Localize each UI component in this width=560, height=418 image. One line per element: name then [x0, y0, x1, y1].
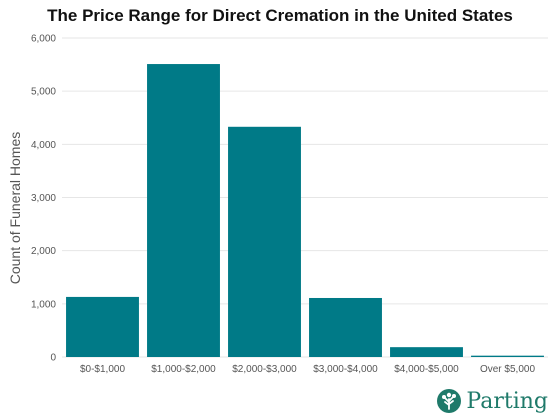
- x-tick-label: $2,000-$3,000: [232, 364, 297, 375]
- x-tick-labels: $0-$1,000 $1,000-$2,000 $2,000-$3,000 $3,00…: [80, 364, 535, 375]
- bar: [147, 64, 220, 357]
- x-tick-label: $3,000-$4,000: [313, 364, 378, 375]
- parting-logo: Parting: [436, 388, 548, 414]
- gridlines: [62, 37, 548, 358]
- bar: [228, 126, 301, 357]
- y-tick-label: 2,000: [31, 246, 56, 257]
- y-tick-label: 6,000: [31, 34, 56, 45]
- y-tick-label: 0: [50, 353, 56, 364]
- y-tick-label: 3,000: [31, 193, 56, 204]
- bar: [471, 355, 544, 357]
- y-axis-title: Count of Funeral Homes: [7, 132, 23, 285]
- tree-logo-icon: [437, 389, 462, 413]
- brand-name: Parting: [466, 388, 548, 414]
- chart-title: The Price Range for Direct Cremation in …: [47, 6, 513, 25]
- bar: [66, 296, 139, 357]
- x-tick-label: $1,000-$2,000: [151, 364, 216, 375]
- y-tick-labels: 0 1,000 2,000 3,000 4,000 5,000 6,000: [31, 34, 56, 364]
- bar: [309, 297, 382, 357]
- y-tick-label: 1,000: [31, 299, 56, 310]
- bar: [390, 347, 463, 357]
- y-tick-label: 5,000: [31, 87, 56, 98]
- x-tick-label: $0-$1,000: [80, 364, 125, 375]
- y-tick-label: 4,000: [31, 140, 56, 151]
- x-tick-label: $4,000-$5,000: [394, 364, 459, 375]
- bars: [66, 64, 544, 357]
- x-tick-label: Over $5,000: [480, 364, 535, 375]
